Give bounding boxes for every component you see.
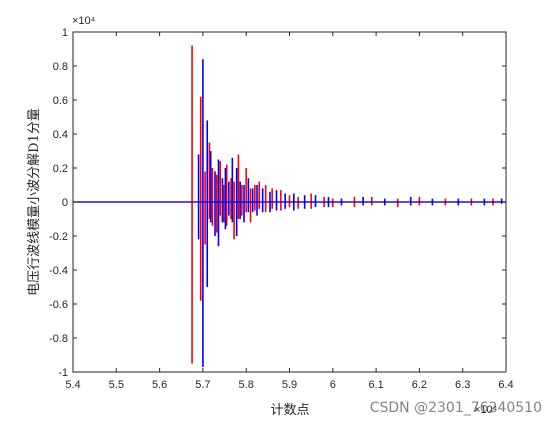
x-tick-label: 5.5 — [109, 379, 124, 391]
y-tick-label: -1 — [58, 367, 68, 379]
x-tick-label: 6.2 — [412, 379, 427, 391]
y-tick-label: 0.8 — [53, 61, 68, 73]
x-tick-label: 6.1 — [368, 379, 383, 391]
y-tick-label: 0 — [62, 197, 68, 209]
series-1 — [73, 59, 506, 367]
y-tick-label: -0.6 — [49, 299, 68, 311]
y-tick-label: 1 — [62, 27, 68, 39]
y-axis-exponent: ×10⁴ — [72, 15, 96, 27]
y-tick-label: -0.4 — [49, 265, 68, 277]
series-layer — [73, 45, 506, 367]
x-tick-label: 6 — [330, 379, 336, 391]
x-tick-label: 5.9 — [282, 379, 297, 391]
y-tick-label: -0.2 — [49, 231, 68, 243]
x-tick-label: 5.7 — [195, 379, 210, 391]
y-tick-label: 0.6 — [53, 95, 68, 107]
axes-layer: 5.4 5.5 5.6 5.7 5.8 5.9 6 6.1 6.2 6.3 6.4 1 0.8 0.6 0.… — [49, 27, 514, 391]
x-axis-exponent: ×10⁴ — [474, 404, 498, 416]
y-tick-label: 0.4 — [53, 129, 68, 141]
x-tick-label: 5.6 — [152, 379, 167, 391]
x-tick-label: 5.8 — [239, 379, 254, 391]
y-tick-label: -0.8 — [49, 333, 68, 345]
series-0 — [73, 45, 506, 364]
x-axis-label: 计数点 — [270, 403, 309, 418]
y-axis-label: 电压行波线模量小波分解D1分量 — [27, 108, 42, 296]
watermark-text: CSDN @2301_76240510 — [369, 400, 542, 416]
y-tick-label: 0.2 — [53, 163, 68, 175]
x-tick-label: 6.3 — [455, 379, 470, 391]
x-tick-label: 6.4 — [498, 379, 513, 391]
x-tick-label: 5.4 — [65, 379, 80, 391]
